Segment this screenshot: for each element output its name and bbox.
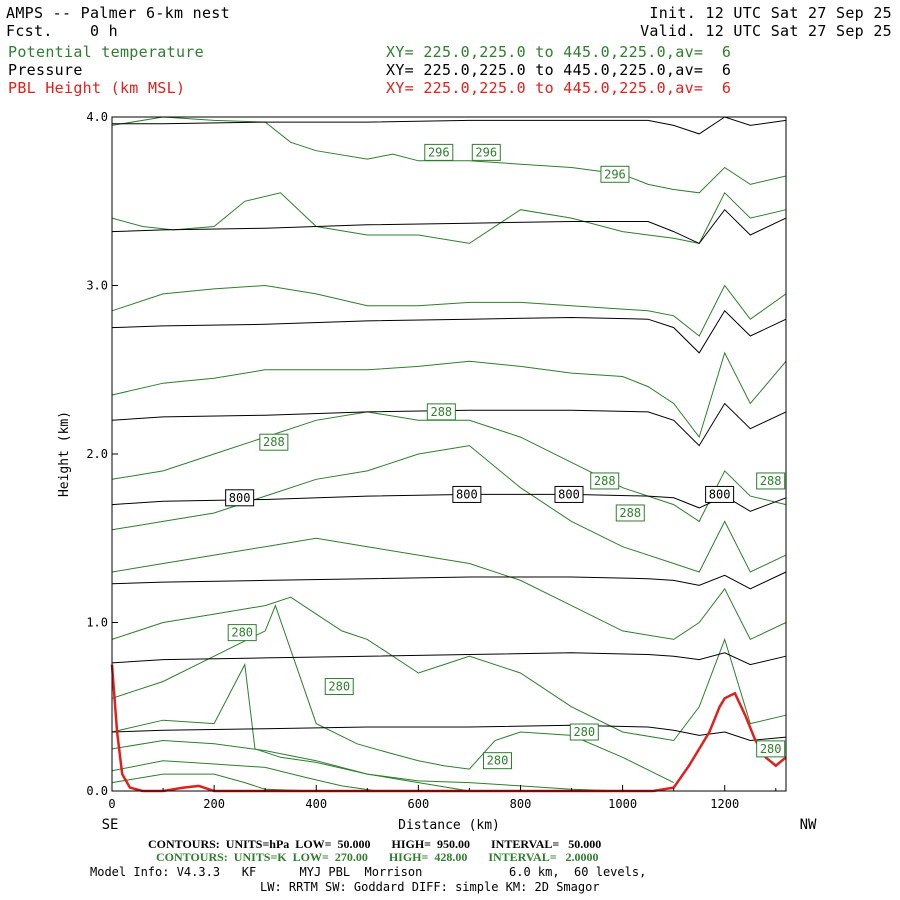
y-tick-label: 2.0 xyxy=(86,447,108,461)
pressure-contour-950 xyxy=(111,724,787,742)
x-axis-label: Distance (km) xyxy=(398,818,500,833)
x-tick-label: 1200 xyxy=(710,797,739,811)
theta-contour-286 xyxy=(111,445,787,573)
contour-label: 280 xyxy=(760,742,782,756)
contour-label: 800 xyxy=(709,487,731,501)
pressure-contour-900 xyxy=(111,652,787,666)
contour-label: 280 xyxy=(328,680,350,694)
pbl-height-line xyxy=(110,664,787,793)
pressure-contour-850 xyxy=(111,571,787,590)
contour-label-box xyxy=(227,624,257,642)
pressure-contour-650 xyxy=(111,208,787,245)
field-theta-name: Potential temperature xyxy=(8,43,204,61)
x-right-end-label: NW xyxy=(800,817,817,833)
pressure-contour-info: CONTOURS: UNITS=hPa LOW= 50.000 HIGH= 95… xyxy=(148,837,602,851)
contour-label-box xyxy=(756,472,786,490)
theta-contour-294 xyxy=(111,191,787,244)
contour-label: 288 xyxy=(263,435,285,449)
contour-label: 296 xyxy=(475,145,497,159)
contour-label: 288 xyxy=(430,405,452,419)
contour-label-box xyxy=(600,165,630,183)
field-pbl-xsec: XY= 225.0,225.0 to 445.0,225.0,av= 6 xyxy=(386,79,732,97)
contour-label: 280 xyxy=(573,725,595,739)
physics-info: LW: RRTM SW: Goddard DIFF: simple KM: 2D… xyxy=(260,880,600,894)
field-pressure-name: Pressure xyxy=(8,61,83,79)
valid-time: Valid. 12 UTC Sat 27 Sep 25 xyxy=(640,22,892,40)
theta-contour-274 xyxy=(111,760,378,792)
y-tick-label: 0.0 xyxy=(86,784,108,798)
y-tick-label: 1.0 xyxy=(86,616,108,630)
forecast-hour: Fcst. 0 h xyxy=(6,22,118,40)
x-tick-label: 0 xyxy=(108,797,115,811)
contour-label: 800 xyxy=(558,487,580,501)
theta-contour-292 xyxy=(111,284,787,337)
pbl-height-series xyxy=(110,664,787,793)
contour-label-box xyxy=(259,433,289,451)
contour-label-box xyxy=(225,489,255,507)
contour-label: 296 xyxy=(604,167,626,181)
pressure-contour-600 xyxy=(112,116,787,135)
field-pressure-xsec: XY= 225.0,225.0 to 445.0,225.0,av= 6 xyxy=(386,61,732,79)
pressure-contours xyxy=(111,116,787,742)
pressure-contour-800 xyxy=(111,493,787,512)
contour-label-box xyxy=(424,143,454,161)
model-info: Model Info: V4.3.3 KF MYJ PBL Morrison 6… xyxy=(90,865,647,879)
x-tick-label: 200 xyxy=(203,797,225,811)
field-theta-xsec: XY= 225.0,225.0 to 445.0,225.0,av= 6 xyxy=(386,43,732,61)
y-axis-label: Height (km) xyxy=(57,411,72,497)
pressure-contour-700 xyxy=(111,309,787,354)
contour-label: 800 xyxy=(456,487,478,501)
theta-contour-284 xyxy=(111,537,787,641)
field-pbl-name: PBL Height (km MSL) xyxy=(8,79,186,97)
theta-contours xyxy=(111,116,787,792)
contour-label-box xyxy=(705,485,735,503)
contour-label-box xyxy=(756,740,786,758)
pressure-contour-750 xyxy=(111,402,787,447)
contour-label: 280 xyxy=(231,626,253,640)
chart-title: AMPS -- Palmer 6-km nest xyxy=(6,4,230,22)
contour-label: 280 xyxy=(487,754,509,768)
theta-contour-282 xyxy=(111,596,787,742)
theta-contour-272 xyxy=(111,773,317,792)
theta-contour-280 xyxy=(111,604,674,784)
contour-label-box xyxy=(554,485,584,503)
theta-contour-290 xyxy=(111,351,787,439)
contour-label-box xyxy=(471,143,501,161)
theta-contour-276 xyxy=(111,739,470,792)
contour-label: 288 xyxy=(619,506,641,520)
y-tick-label: 4.0 xyxy=(86,110,108,124)
contour-label-box xyxy=(324,678,354,696)
y-tick-label: 3.0 xyxy=(86,279,108,293)
contour-label: 800 xyxy=(229,491,251,505)
x-tick-label: 600 xyxy=(408,797,430,811)
contour-label-box xyxy=(590,472,620,490)
contour-label-box xyxy=(426,403,456,421)
x-tick-label: 400 xyxy=(305,797,327,811)
contour-label-box xyxy=(615,504,645,522)
x-tick-label: 800 xyxy=(510,797,532,811)
contour-label-box xyxy=(569,723,599,741)
contour-labels: 296 296 296 288 288 288 288 288 800 800 800 800 280 2… xyxy=(225,143,786,770)
x-left-end-label: SE xyxy=(102,817,119,833)
x-tick-label: 1000 xyxy=(608,797,637,811)
theta-contour-288 xyxy=(111,411,787,523)
contour-label-box xyxy=(452,485,482,503)
init-time: Init. 12 UTC Sat 27 Sep 25 xyxy=(649,4,892,22)
contour-label: 288 xyxy=(594,474,616,488)
contour-label: 288 xyxy=(760,474,782,488)
theta-contour-278 xyxy=(111,662,623,792)
theta-contour-info: CONTOURS: UNITS=K LOW= 270.00 HIGH= 428.… xyxy=(156,850,599,864)
contour-label: 296 xyxy=(428,145,450,159)
axes: 0 200 400 600 800 1000 1200 0.0 1.0 2.0 3.0 4.0 Dist… xyxy=(57,110,817,833)
contour-label-box xyxy=(483,752,513,770)
